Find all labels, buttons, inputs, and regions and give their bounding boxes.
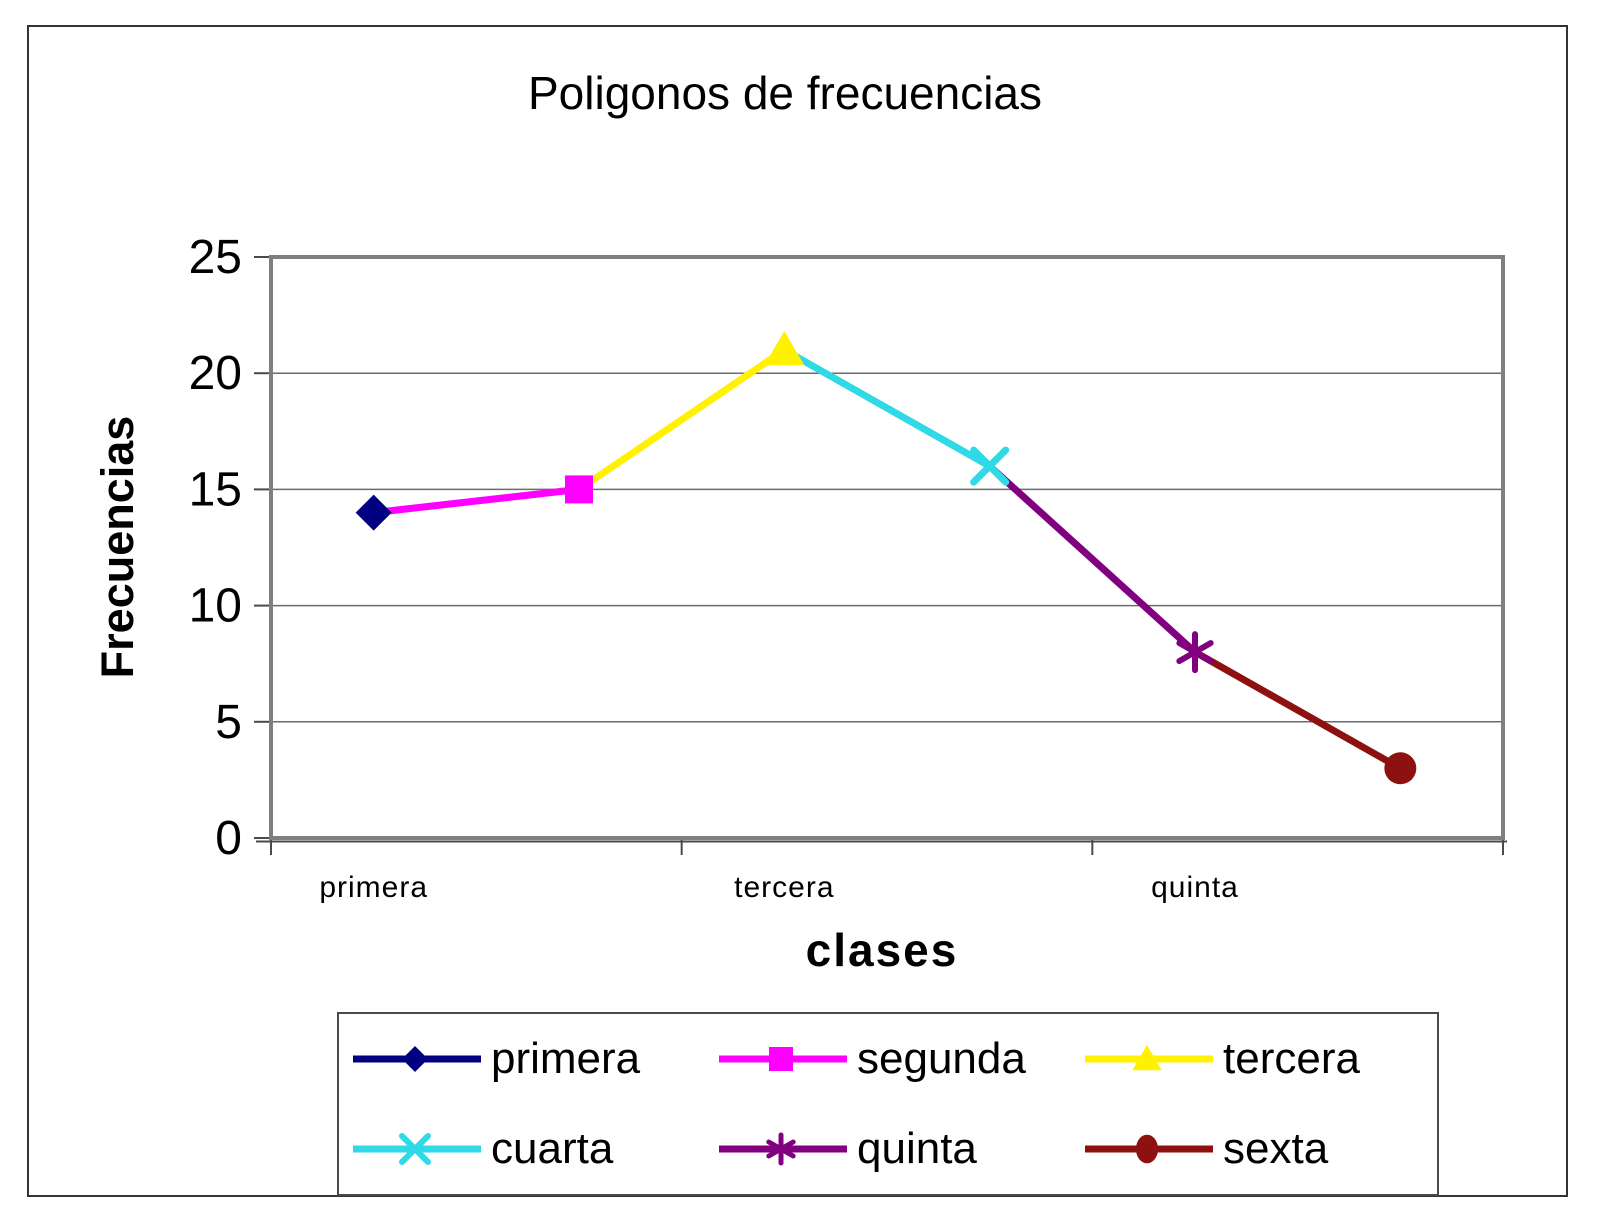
- y-tick-label: 5: [215, 696, 242, 749]
- series-segment-sexta: [1191, 648, 1404, 772]
- legend-marker: [766, 1132, 796, 1166]
- legend-item-segunda: segunda: [705, 1037, 1071, 1081]
- series-segment-cuarta: [780, 346, 994, 470]
- y-tick-label: 15: [189, 463, 242, 516]
- canvas-border: [27, 25, 1568, 1197]
- series-segment-quinta: [986, 462, 1199, 656]
- legend-label: quinta: [857, 1124, 977, 1173]
- y-axis-title: Frecuencias: [92, 415, 143, 679]
- legend: primera segunda tercera cuarta quinta sexta: [337, 1012, 1439, 1196]
- legend-item-primera: primera: [339, 1037, 705, 1081]
- plot-border: [269, 255, 1505, 840]
- series-segment-segunda: [370, 485, 583, 517]
- x-axis-labels: primera tercera quinta: [319, 871, 1239, 904]
- series-lines: [370, 346, 1404, 772]
- legend-marker: [1132, 1045, 1162, 1071]
- marker-segunda: [565, 475, 593, 504]
- legend-label: primera: [491, 1034, 641, 1083]
- x-axis-title: clases: [805, 924, 959, 976]
- marker-cuarta: [970, 446, 1010, 486]
- gridlines: [271, 372, 1503, 723]
- legend-label: tercera: [1223, 1034, 1360, 1083]
- x-axis-ticks: [270, 840, 1504, 855]
- legend-key-diamond-icon: [353, 1046, 481, 1072]
- legend-key-x-icon: [353, 1133, 481, 1165]
- legend-item-cuarta: cuarta: [339, 1127, 705, 1171]
- y-tick-label: 10: [189, 580, 242, 633]
- x-category-label: quinta: [1151, 871, 1239, 904]
- legend-label: sexta: [1223, 1124, 1329, 1173]
- legend-key-circle-icon: [1085, 1134, 1213, 1164]
- y-tick-label: 20: [189, 347, 242, 400]
- series-markers: [355, 330, 1417, 785]
- legend-label: segunda: [857, 1034, 1026, 1083]
- y-tick-label: 25: [189, 231, 242, 284]
- legend-key-square-icon: [719, 1047, 847, 1071]
- legend-marker: [402, 1046, 428, 1072]
- legend-marker: [769, 1047, 793, 1071]
- x-category-label: primera: [319, 871, 428, 904]
- marker-sexta: [1384, 752, 1417, 785]
- legend-item-quinta: quinta: [705, 1127, 1071, 1171]
- legend-marker: [399, 1133, 431, 1165]
- x-category-label: tercera: [734, 871, 834, 904]
- y-axis-ticks: 0 5 10 15 20 25: [189, 231, 269, 865]
- legend-key-asterisk-icon: [719, 1132, 847, 1166]
- y-tick-label: 0: [215, 812, 242, 865]
- legend-label: cuarta: [491, 1124, 614, 1173]
- series-segment-tercera: [575, 346, 788, 493]
- legend-key-triangle-icon: [1085, 1045, 1213, 1071]
- marker-tercera: [764, 330, 805, 366]
- legend-item-sexta: sexta: [1071, 1127, 1437, 1171]
- legend-item-tercera: tercera: [1071, 1037, 1437, 1081]
- marker-primera: [355, 494, 392, 531]
- legend-marker: [1135, 1134, 1159, 1164]
- chart-title: Poligonos de frecuencias: [528, 67, 1042, 119]
- marker-quinta: [1176, 631, 1214, 674]
